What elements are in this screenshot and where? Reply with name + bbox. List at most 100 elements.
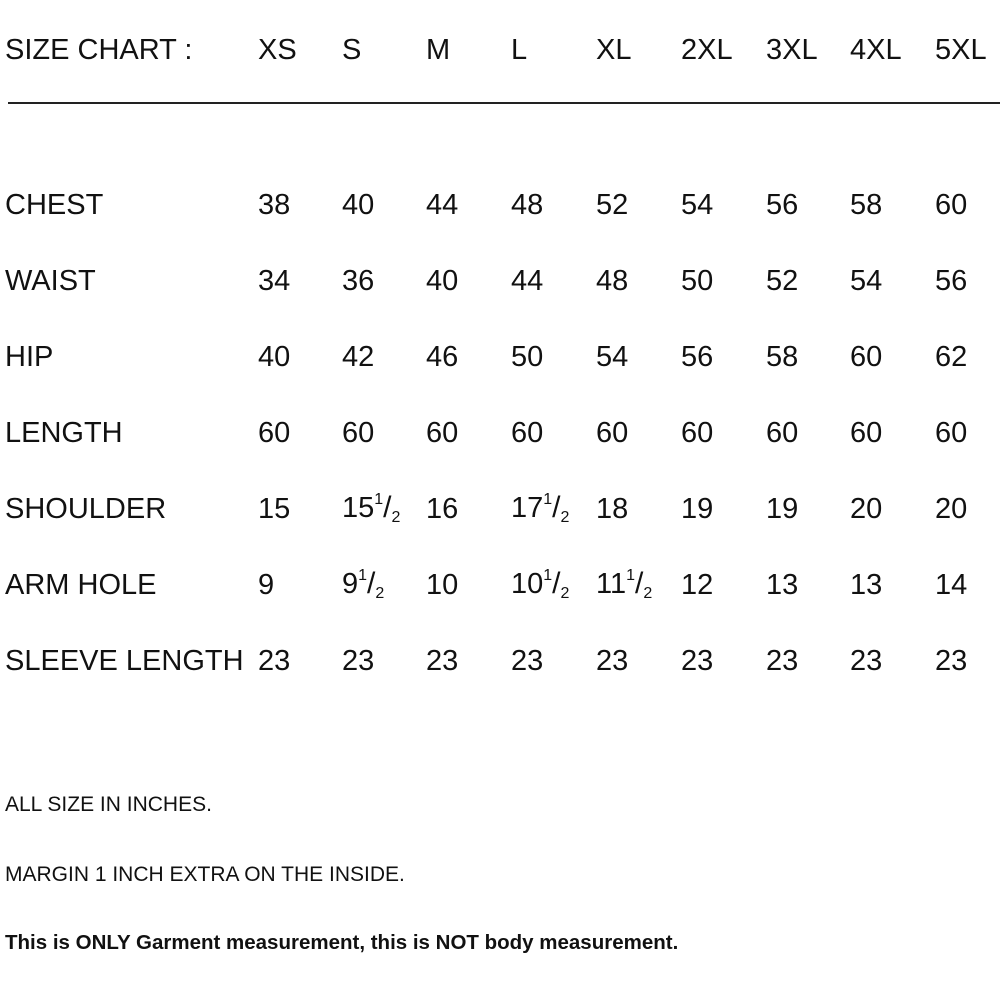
table-cell: 60 [850, 416, 882, 450]
fraction-numerator: 1 [358, 567, 368, 584]
table-cell: 52 [766, 264, 798, 298]
cell-whole: 52 [596, 189, 629, 221]
table-cell: 58 [766, 340, 798, 374]
cell-whole: 42 [342, 341, 375, 373]
margin-note: MARGIN 1 INCH EXTRA ON THE INSIDE. [5, 863, 405, 886]
cell-whole: 44 [426, 189, 459, 221]
table-cell: 44 [511, 264, 543, 298]
fraction-slash: / [367, 567, 376, 600]
cell-whole: 60 [342, 417, 375, 449]
table-cell: 50 [681, 264, 713, 298]
table-cell: 40 [342, 188, 374, 222]
table-cell: 20 [935, 492, 967, 526]
table-cell: 91/2 [342, 559, 384, 611]
cell-whole: 17 [511, 492, 544, 524]
table-cell: 48 [511, 188, 543, 222]
row-label: CHEST [5, 189, 104, 221]
cell-whole: 23 [766, 645, 799, 677]
cell-whole: 20 [935, 493, 968, 525]
fraction-numerator: 1 [543, 567, 553, 584]
table-cell: 54 [681, 188, 713, 222]
table-cell: 23 [596, 644, 628, 678]
cell-whole: 23 [342, 645, 375, 677]
cell-whole: 23 [426, 645, 459, 677]
table-cell: 56 [935, 264, 967, 298]
table-cell: 60 [766, 416, 798, 450]
cell-whole: 40 [258, 341, 291, 373]
cell-whole: 23 [596, 645, 629, 677]
table-cell: 10 [426, 568, 458, 602]
cell-whole: 10 [426, 569, 459, 601]
table-cell: 13 [850, 568, 882, 602]
cell-whole: 60 [681, 417, 714, 449]
row-label: ARM HOLE [5, 569, 157, 601]
table-cell: 48 [596, 264, 628, 298]
table-cell: 62 [935, 340, 967, 374]
size-header-m: M [426, 34, 451, 66]
size-header-5xl: 5XL [935, 34, 987, 66]
table-cell: 23 [342, 644, 374, 678]
table-cell: 58 [850, 188, 882, 222]
cell-whole: 34 [258, 265, 291, 297]
table-cell: 151/2 [342, 483, 400, 535]
table-cell: 23 [426, 644, 458, 678]
cell-whole: 60 [766, 417, 799, 449]
table-cell: 60 [935, 416, 967, 450]
fraction-denominator: 2 [560, 585, 570, 602]
row-label: SHOULDER [5, 493, 167, 525]
table-cell: 46 [426, 340, 458, 374]
cell-whole: 23 [850, 645, 883, 677]
size-header-xl: XL [596, 34, 632, 66]
cell-whole: 12 [681, 569, 714, 601]
size-header-3xl: 3XL [766, 34, 818, 66]
cell-whole: 38 [258, 189, 291, 221]
disclaimer-note: This is ONLY Garment measurement, this i… [5, 931, 679, 954]
table-cell: 16 [426, 492, 458, 526]
cell-whole: 56 [681, 341, 714, 373]
cell-whole: 52 [766, 265, 799, 297]
cell-whole: 10 [511, 568, 544, 600]
fraction-slash: / [552, 567, 561, 600]
cell-whole: 60 [935, 189, 968, 221]
row-label: HIP [5, 341, 54, 373]
cell-whole: 60 [850, 341, 883, 373]
cell-whole: 56 [766, 189, 799, 221]
table-cell: 23 [850, 644, 882, 678]
table-cell: 60 [850, 340, 882, 374]
cell-whole: 60 [596, 417, 629, 449]
table-cell: 54 [850, 264, 882, 298]
table-cell: 14 [935, 568, 967, 602]
cell-whole: 19 [681, 493, 714, 525]
header-divider [8, 102, 1000, 104]
cell-whole: 9 [258, 569, 275, 601]
cell-whole: 16 [426, 493, 459, 525]
table-cell: 36 [342, 264, 374, 298]
cell-whole: 15 [258, 493, 291, 525]
table-cell: 20 [850, 492, 882, 526]
cell-whole: 9 [342, 568, 359, 600]
table-cell: 60 [935, 188, 967, 222]
table-cell: 42 [342, 340, 374, 374]
cell-whole: 50 [681, 265, 714, 297]
cell-whole: 13 [850, 569, 883, 601]
table-cell: 23 [935, 644, 967, 678]
table-cell: 15 [258, 492, 290, 526]
cell-whole: 11 [596, 568, 627, 600]
cell-whole: 18 [596, 493, 629, 525]
cell-whole: 15 [342, 492, 375, 524]
size-header-xs: XS [258, 34, 297, 66]
cell-whole: 54 [850, 265, 883, 297]
table-cell: 23 [766, 644, 798, 678]
fraction-numerator: 1 [374, 491, 384, 508]
table-cell: 38 [258, 188, 290, 222]
cell-whole: 60 [850, 417, 883, 449]
table-cell: 23 [681, 644, 713, 678]
table-cell: 60 [342, 416, 374, 450]
fraction-denominator: 2 [375, 585, 385, 602]
table-cell: 60 [258, 416, 290, 450]
table-cell: 19 [681, 492, 713, 526]
cell-whole: 23 [511, 645, 544, 677]
cell-whole: 40 [342, 189, 375, 221]
fraction-slash: / [635, 567, 644, 600]
fraction-numerator: 1 [543, 491, 553, 508]
